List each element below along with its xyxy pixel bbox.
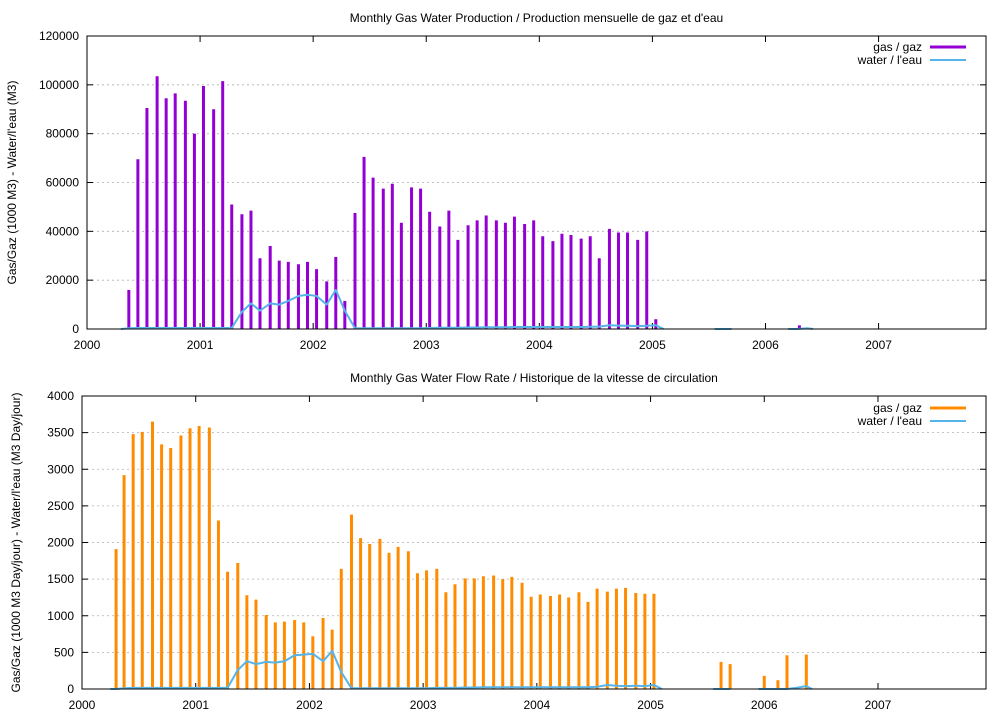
y-axis-label: Gas/Gaz (1000 M3 Day/jour) - Water/l'eau… bbox=[9, 393, 23, 693]
y-tick-label: 1000 bbox=[47, 609, 74, 623]
series-line bbox=[110, 649, 663, 690]
y-tick-label: 0 bbox=[67, 682, 74, 696]
x-tick-label: 2005 bbox=[639, 338, 666, 352]
y-tick-label: 3500 bbox=[47, 426, 74, 440]
x-tick-label: 2005 bbox=[637, 698, 664, 712]
x-tick-label: 2001 bbox=[182, 698, 209, 712]
x-tick-label: 2003 bbox=[410, 698, 437, 712]
y-tick-label: 60000 bbox=[46, 176, 80, 190]
y-tick-label: 0 bbox=[72, 322, 79, 336]
x-tick-label: 2007 bbox=[865, 698, 892, 712]
x-tick-label: 2000 bbox=[74, 338, 101, 352]
y-tick-label: 3000 bbox=[47, 462, 74, 476]
y-tick-label: 1500 bbox=[47, 572, 74, 586]
legend-label: gas / gaz bbox=[873, 401, 922, 415]
y-axis-label: Gas/Gaz (1000 M3) - Water/l'eau (M3) bbox=[5, 81, 19, 285]
y-tick-label: 2000 bbox=[47, 536, 74, 550]
y-tick-label: 40000 bbox=[46, 224, 80, 238]
y-tick-label: 2500 bbox=[47, 499, 74, 513]
x-tick-label: 2004 bbox=[523, 698, 550, 712]
x-tick-label: 2004 bbox=[526, 338, 553, 352]
flow-rate-chart: 0 500 1000 1500 2000 2500 3000 3500 4000 2000 2001… bbox=[9, 371, 987, 712]
plot-frame bbox=[86, 35, 987, 330]
x-tick-label: 2006 bbox=[751, 698, 778, 712]
chart-title: Monthly Gas Water Production / Productio… bbox=[350, 11, 723, 25]
y-tick-label: 80000 bbox=[46, 127, 80, 141]
production-chart: 0 20000 40000 60000 80000 100000 120000 2000 200… bbox=[5, 11, 987, 352]
y-tick-label: 100000 bbox=[39, 78, 79, 92]
x-tick-label: 2001 bbox=[187, 338, 214, 352]
legend-label: gas / gaz bbox=[873, 40, 922, 54]
legend-label: water / l'eau bbox=[857, 53, 922, 67]
x-tick-label: 2002 bbox=[300, 338, 327, 352]
chart-title: Monthly Gas Water Flow Rate / Historique… bbox=[350, 371, 718, 385]
x-tick-label: 2006 bbox=[752, 338, 779, 352]
y-tick-label: 20000 bbox=[46, 273, 80, 287]
y-tick-label: 4000 bbox=[47, 389, 74, 403]
y-tick-label: 120000 bbox=[39, 29, 79, 43]
x-tick-label: 2007 bbox=[865, 338, 892, 352]
series-line bbox=[120, 288, 665, 330]
legend-label: water / l'eau bbox=[857, 414, 922, 428]
x-tick-label: 2002 bbox=[296, 698, 323, 712]
plot-frame bbox=[81, 395, 987, 690]
x-tick-label: 2000 bbox=[69, 698, 96, 712]
y-tick-label: 500 bbox=[54, 645, 74, 659]
x-tick-label: 2003 bbox=[413, 338, 440, 352]
